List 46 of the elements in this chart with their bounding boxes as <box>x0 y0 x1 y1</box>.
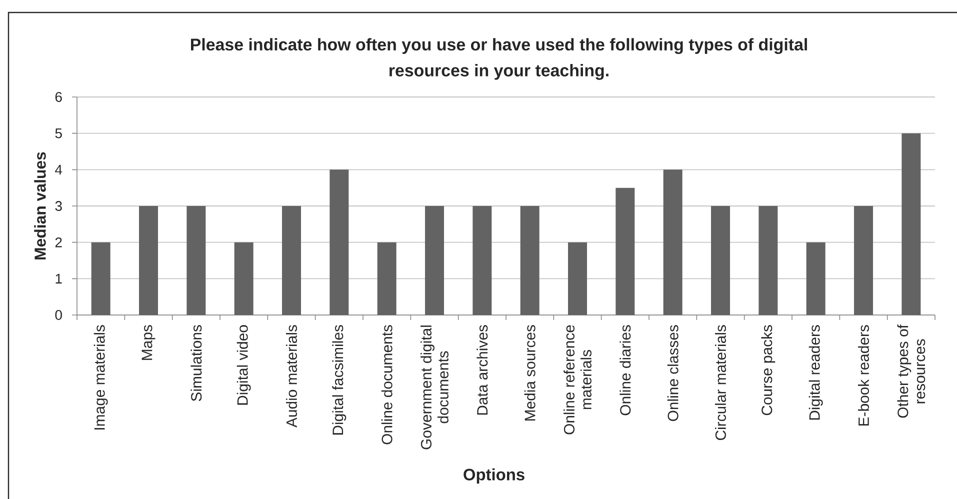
bar <box>902 133 921 315</box>
bar <box>616 188 635 315</box>
x-tick-label: Other types of resources <box>897 324 926 418</box>
bar <box>806 242 826 315</box>
y-tick-label: 4 <box>55 164 62 174</box>
bar <box>377 242 396 315</box>
x-tick-label: Image materials <box>94 325 108 430</box>
bar <box>186 206 206 315</box>
bar <box>568 242 588 315</box>
x-tick-label: Media sources <box>524 325 536 420</box>
x-tick-label: Course packs <box>761 325 776 416</box>
x-tick-label: E-book readers <box>858 325 869 426</box>
bar <box>139 206 158 315</box>
bar <box>234 242 254 315</box>
bar <box>91 242 110 315</box>
bar <box>711 206 730 315</box>
x-tick-label: Maps <box>142 325 156 360</box>
bar <box>663 170 682 315</box>
y-tick-label: 1 <box>56 274 62 284</box>
x-tick-label: Simulations <box>190 325 202 402</box>
y-tick-label: 0 <box>55 310 62 320</box>
y-tick-label: 6 <box>55 92 62 102</box>
x-tick-label: Online classes <box>667 325 678 421</box>
x-tick-label: Government digital documents <box>420 326 448 450</box>
x-tick-label: Online reference materials <box>564 325 592 434</box>
y-axis-title: Median values <box>34 152 46 260</box>
bar <box>472 206 492 315</box>
chart-title: Please indicate how often you use or have used the following types of digital resources in your teaching. <box>191 38 807 80</box>
x-tick-label: Circular materials <box>715 325 726 440</box>
x-tick-label: Data archives <box>476 325 488 415</box>
x-tick-label: Online documents <box>381 325 392 444</box>
bar <box>520 206 540 315</box>
y-tick-label: 2 <box>55 237 62 248</box>
bar <box>758 206 778 315</box>
x-tick-label: Audio materials <box>286 325 297 428</box>
x-tick-label: Digital video <box>236 325 251 405</box>
bar <box>425 206 444 315</box>
bar <box>330 170 349 315</box>
y-tick-label: 5 <box>55 128 62 138</box>
y-tick-label: 3 <box>55 201 62 211</box>
x-tick-label: Digital readers <box>808 325 823 420</box>
bar <box>282 206 302 315</box>
x-tick-label: Digital facsimiles <box>332 325 346 435</box>
x-axis-title: Options <box>464 468 524 484</box>
bar <box>854 206 874 315</box>
x-tick-label: Online diaries <box>620 325 631 416</box>
